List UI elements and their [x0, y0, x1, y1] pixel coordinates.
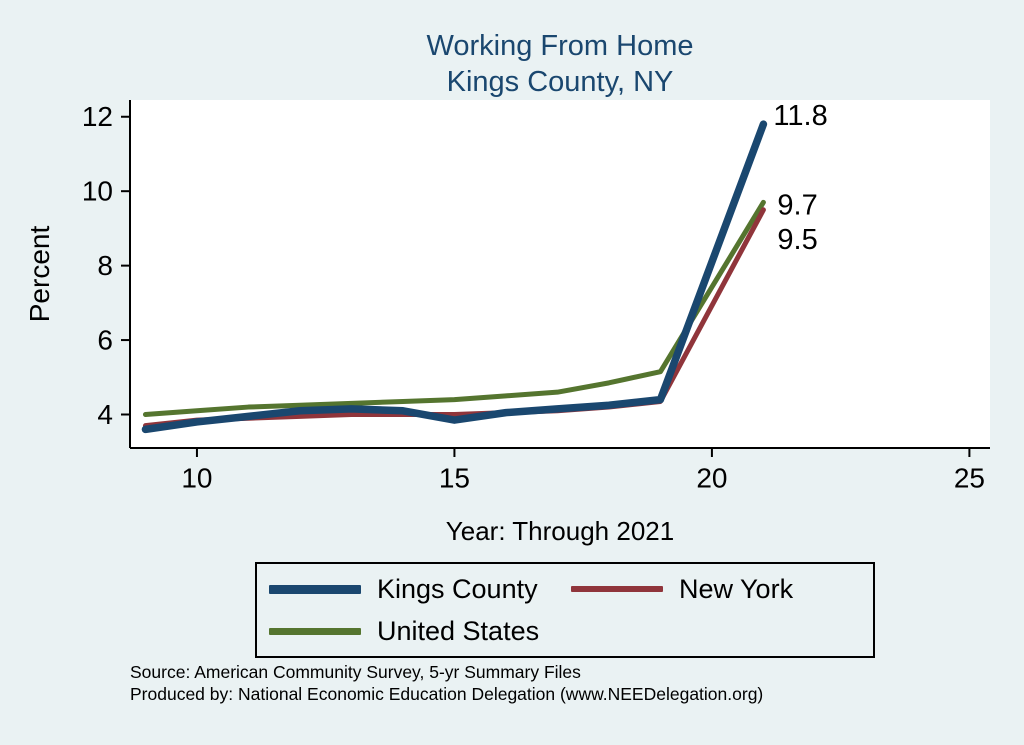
y-tick-label: 6: [97, 325, 113, 356]
legend-item-kings-county: Kings County: [269, 574, 571, 605]
source-note: Source: American Community Survey, 5-yr …: [130, 661, 763, 705]
chart-title: Working From Home Kings County, NY: [96, 28, 1024, 100]
legend-swatch-united-states: [269, 627, 361, 635]
legend-label-united-states: United States: [377, 615, 540, 646]
y-tick-label: 8: [97, 250, 113, 281]
chart-title-line2: Kings County, NY: [446, 66, 674, 98]
x-tick-label: 15: [439, 463, 470, 494]
legend-label-new-york: New York: [679, 573, 794, 604]
plot-svg: 4 6 8 10 12 10 15 20 25 11.8 9.59.7: [82, 100, 990, 494]
series-line-united-states: [142, 199, 766, 418]
x-axis-title: Year: Through 2021: [445, 516, 675, 546]
x-tick-label: 25: [954, 463, 985, 494]
legend-label-kings-county: Kings County: [377, 573, 538, 604]
source-line: Source: American Community Survey, 5-yr …: [130, 662, 581, 682]
end-label-kings-county: 11.8: [773, 100, 827, 132]
end-label-new-york: 9.5: [777, 224, 817, 256]
legend-item-united-states: United States: [269, 616, 571, 647]
x-tick-label: 10: [181, 463, 212, 494]
legend: Kings County New York United States: [255, 562, 875, 658]
legend-swatch-kings-county: [269, 584, 361, 594]
legend-swatch-new-york: [571, 586, 663, 592]
y-tick-label: 4: [97, 399, 113, 430]
produced-by-line: Produced by: National Economic Education…: [130, 684, 764, 704]
y-tick-label: 12: [82, 101, 113, 132]
end-label-united-states: 9.7: [777, 189, 817, 221]
series-line-kings-county: [141, 120, 768, 434]
plot-area: [130, 100, 990, 448]
y-tick-label: 10: [82, 176, 113, 207]
legend-item-new-york: New York: [571, 574, 873, 605]
x-tick-label: 20: [696, 463, 727, 494]
chart-title-line1: Working From Home: [426, 30, 694, 62]
